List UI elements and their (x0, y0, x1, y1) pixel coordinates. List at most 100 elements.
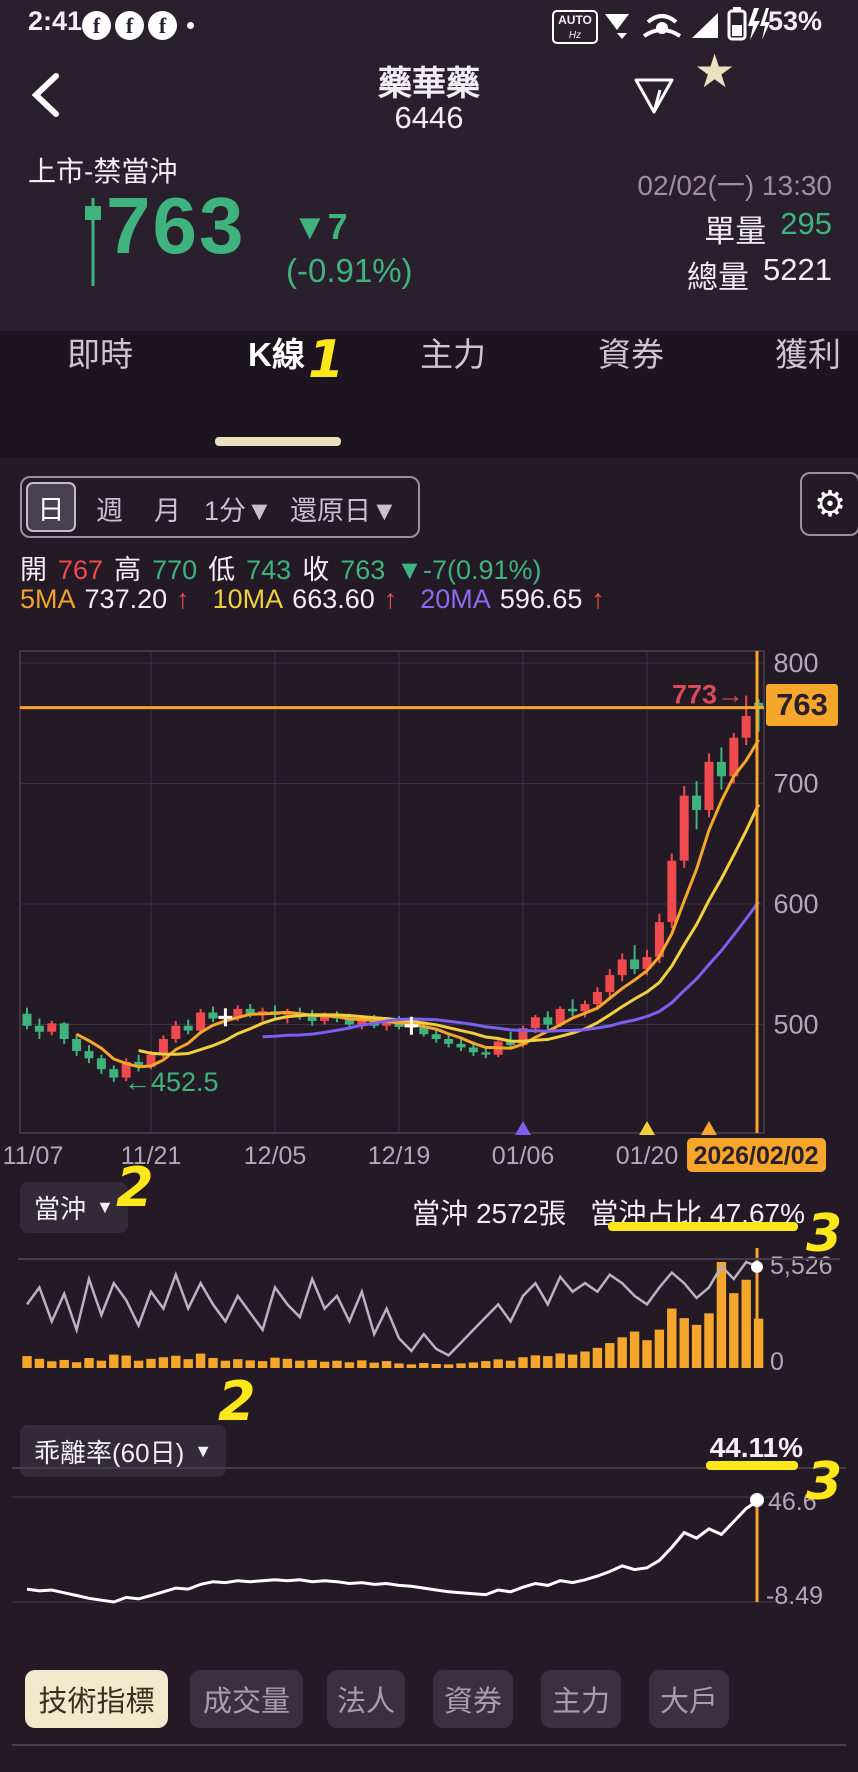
facebook-icon: f (82, 11, 111, 40)
candlestick-chart[interactable]: 800 700 600 500 773→ ←452.5 11/07 11/21 12/05 12/… (0, 598, 858, 1174)
period-day-button[interactable]: 日 (26, 482, 76, 532)
notification-icons: f f f (82, 11, 194, 40)
tabstrip-background (0, 331, 858, 458)
ma-row: 5MA 737.20 ↑ 10MA 663.60 ↑ 20MA 596.65 ↑ (20, 584, 605, 615)
ma5-up-arrow: ↑ (176, 584, 190, 614)
svg-text:01/20: 01/20 (616, 1142, 679, 1170)
bias-dropdown[interactable]: 乖離率(60日) ▼ (20, 1425, 227, 1477)
bottom-button-volume[interactable]: 成交量 (190, 1670, 303, 1728)
period-month-button[interactable]: 月 (154, 496, 181, 526)
high-value: 770 (152, 555, 198, 585)
svg-text:←452.5: ←452.5 (124, 1067, 219, 1097)
bottom-button-institutional[interactable]: 法人 (327, 1670, 405, 1728)
chevron-down-icon: ▼ (96, 1197, 114, 1217)
period-week-button[interactable]: 週 (96, 496, 123, 526)
daytrade-volume-chart[interactable]: 5,526 0 (0, 1240, 858, 1375)
status-time: 2:41 (28, 6, 83, 36)
total-volume-label: 總量 (687, 260, 750, 295)
svg-text:12/19: 12/19 (368, 1142, 431, 1170)
divider (12, 1467, 846, 1469)
active-tab-underline (215, 437, 341, 446)
svg-text:700: 700 (773, 769, 818, 799)
svg-text:773→: 773→ (672, 680, 744, 710)
daytrade-dropdown[interactable]: 當沖 ▼ (20, 1182, 128, 1233)
svg-text:2026/02/02: 2026/02/02 (693, 1142, 818, 1170)
back-button[interactable] (30, 72, 64, 118)
gear-icon[interactable]: ⚙ (800, 472, 858, 536)
bottom-button-margin[interactable]: 資券 (433, 1670, 513, 1728)
price-change: ▼7 (292, 206, 348, 247)
svg-text:11/21: 11/21 (121, 1142, 182, 1170)
restore-day-dropdown[interactable]: 還原日▼ (290, 496, 398, 526)
tab-kline[interactable]: K線 (248, 336, 305, 373)
unit-volume-value: 295 (780, 206, 832, 241)
total-volume-value: 5221 (763, 252, 832, 287)
ma5-value: 737.20 (84, 584, 168, 614)
price-change-pct: (-0.91%) (286, 252, 413, 289)
facebook-icon: f (148, 11, 177, 40)
svg-text:763: 763 (776, 687, 828, 722)
bias-line-chart[interactable]: 46.6 -8.49 (0, 1490, 858, 1612)
daytrade-volume-text: 當沖 2572張 (412, 1198, 567, 1229)
open-value: 767 (58, 555, 104, 585)
close-label: 收 (302, 555, 330, 585)
annotation-2a: 2 (116, 1156, 154, 1219)
svg-text:-8.49: -8.49 (766, 1582, 823, 1610)
svg-text:800: 800 (773, 648, 818, 678)
divider (18, 1258, 840, 1260)
low-label: 低 (208, 555, 236, 585)
annotation-1: 1 (308, 330, 345, 390)
notification-dot-icon (187, 22, 194, 29)
unit-volume-label: 單量 (704, 214, 767, 249)
tab-main-force[interactable]: 主力 (420, 336, 486, 373)
svg-text:500: 500 (773, 1010, 818, 1040)
bottom-button-big-players[interactable]: 大戶 (649, 1670, 729, 1728)
current-price: 763 (106, 181, 246, 270)
svg-text:5,526: 5,526 (770, 1252, 833, 1280)
ma10-up-arrow: ↑ (383, 584, 398, 614)
vpn-icon (605, 14, 629, 39)
bottom-button-main-force[interactable]: 主力 (541, 1670, 621, 1728)
period-1min-dropdown[interactable]: 1分▼ (204, 496, 273, 526)
svg-text:12/05: 12/05 (244, 1142, 307, 1170)
chevron-down-icon: ▼ (194, 1440, 213, 1461)
stock-code: 6446 (394, 100, 464, 135)
battery-charging-icon (727, 7, 770, 41)
ma20-value: 596.65 (499, 584, 583, 614)
open-label: 開 (20, 555, 47, 585)
unit-volume-row: 單量 295 (704, 206, 832, 251)
top-background (0, 0, 858, 331)
stock-title: 藥華藥 (378, 65, 480, 103)
annotation-underline-b (706, 1461, 798, 1470)
ma10-value: 663.60 (292, 584, 375, 614)
divider (12, 1744, 846, 1746)
tab-realtime[interactable]: 即時 (67, 336, 133, 373)
ma20-up-arrow: ↑ (591, 584, 605, 614)
svg-text:11/07: 11/07 (3, 1142, 64, 1170)
annotation-3b: 3 (806, 1452, 843, 1512)
annotation-3a: 3 (806, 1204, 843, 1264)
svg-text:0: 0 (770, 1348, 784, 1375)
tab-margin[interactable]: 資券 (598, 336, 664, 373)
bottom-button-indicators[interactable]: 技術指標 (25, 1670, 168, 1728)
tab-profit[interactable]: 獲利 (775, 336, 841, 373)
facebook-icon: f (115, 11, 144, 40)
bias-dropdown-label: 乖離率(60日) (34, 1437, 185, 1468)
ma5-label: 5MA (20, 584, 76, 614)
ma10-label: 10MA (212, 584, 284, 614)
favorite-star-icon[interactable]: ★ (694, 45, 736, 97)
svg-text:01/06: 01/06 (492, 1142, 555, 1170)
close-value: 763 (340, 555, 386, 585)
svg-text:600: 600 (773, 889, 818, 919)
bias-value: 44.11% (709, 1432, 803, 1463)
quote-datetime: 02/02(一) 13:30 (637, 170, 832, 201)
high-label: 高 (114, 555, 142, 585)
signal-strength-icon (692, 13, 718, 38)
total-volume-row: 總量 5221 (687, 252, 832, 297)
share-icon[interactable] (634, 76, 676, 116)
change-value: ▼-7(0.91%) (396, 555, 542, 585)
low-value: 743 (246, 555, 292, 585)
ma20-label: 20MA (420, 584, 491, 614)
svg-text:46.6: 46.6 (768, 1490, 817, 1516)
period-selector (20, 476, 420, 538)
